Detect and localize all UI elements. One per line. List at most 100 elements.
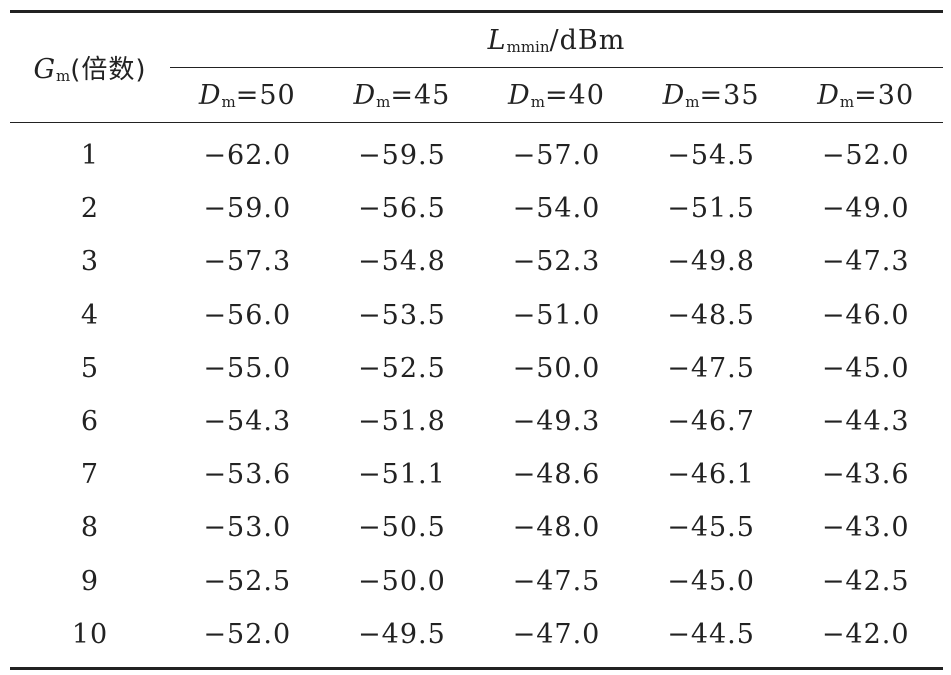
- dm-subscript: m: [221, 92, 236, 111]
- value-cell: −46.1: [667, 459, 755, 491]
- value-cell: −43.6: [821, 459, 910, 491]
- table-row: 9 −52.5 −50.0 −47.5 −45.0 −42.5: [10, 555, 943, 608]
- dm-symbol: D: [353, 79, 377, 111]
- value-cell: −42.5: [821, 565, 910, 597]
- table-row: 5 −55.0 −52.5 −50.0 −47.5 −45.0: [10, 342, 943, 395]
- lmmin-subscript: mmin: [506, 37, 550, 56]
- value-cell: −51.5: [667, 193, 755, 225]
- value-cell: −54.0: [512, 193, 601, 225]
- dm-symbol: D: [198, 79, 222, 111]
- gm-cell: 9: [80, 565, 100, 597]
- value-cell: −47.5: [667, 352, 755, 384]
- value-cell: −55.0: [203, 352, 292, 384]
- value-cell: −51.0: [512, 299, 601, 331]
- gm-cell: 5: [80, 352, 100, 384]
- value-cell: −47.3: [821, 246, 910, 278]
- gm-subscript: m: [56, 67, 71, 85]
- value-cell: −56.0: [203, 299, 292, 331]
- value-cell: −50.0: [512, 352, 601, 384]
- table-row: 6 −54.3 −51.8 −49.3 −46.7 −44.3: [10, 395, 943, 448]
- value-cell: −45.0: [821, 352, 910, 384]
- value-cell: −43.0: [821, 512, 910, 544]
- value-cell: −54.3: [203, 406, 292, 438]
- dm-value: =35: [699, 79, 760, 111]
- value-cell: −52.5: [358, 352, 446, 384]
- value-cell: −44.3: [821, 406, 910, 438]
- value-cell: −53.6: [203, 459, 292, 491]
- gm-cell: 2: [80, 193, 100, 225]
- value-cell: −49.5: [324, 607, 480, 670]
- value-cell: −57.0: [512, 140, 601, 172]
- dm-value: =30: [854, 79, 915, 111]
- value-cell: −49.8: [667, 246, 755, 278]
- gm-cell: 7: [80, 459, 100, 491]
- dm-symbol: D: [508, 79, 531, 111]
- lmmin-symbol: L: [487, 24, 507, 56]
- gm-cell: 4: [80, 299, 100, 331]
- value-cell: −46.7: [667, 406, 755, 438]
- table-row: 7 −53.6 −51.1 −48.6 −46.1 −43.6: [10, 448, 943, 501]
- value-cell: −48.5: [667, 299, 755, 331]
- table-row: 2 −59.0 −56.5 −54.0 −51.5 −49.0: [10, 182, 943, 235]
- value-cell: −47.0: [479, 607, 634, 670]
- value-cell: −48.6: [512, 459, 601, 491]
- value-cell: −54.8: [358, 246, 446, 278]
- gm-cell: 1: [80, 140, 100, 172]
- value-cell: −59.5: [358, 140, 446, 172]
- value-cell: −53.5: [358, 299, 446, 331]
- value-cell: −48.0: [512, 512, 601, 544]
- column-header-dm45: Dm=45: [324, 67, 480, 123]
- gm-cell: 6: [80, 406, 100, 438]
- dm-subscript: m: [685, 92, 700, 111]
- value-cell: −45.0: [667, 565, 755, 597]
- gm-note: (倍数): [70, 55, 147, 85]
- value-cell: −52.5: [203, 565, 292, 597]
- dm-symbol: D: [817, 79, 840, 111]
- table-row: 1 −62.0 −59.5 −57.0 −54.5 −52.0: [10, 123, 943, 183]
- value-cell: −51.1: [358, 459, 446, 491]
- table-row: 10 −52.0 −49.5 −47.0 −44.5 −42.0: [10, 607, 943, 670]
- sensitivity-table: Gm(倍数) Lmmin/dBm Dm=50 Dm=45 Dm=40 Dm=35…: [10, 10, 943, 670]
- value-cell: −44.5: [633, 607, 789, 670]
- gm-cell: 10: [10, 607, 170, 670]
- value-cell: −47.5: [512, 565, 601, 597]
- gm-cell: 8: [80, 512, 100, 544]
- column-header-dm35: Dm=35: [633, 67, 789, 123]
- dm-subscript: m: [376, 92, 391, 111]
- table-row: 3 −57.3 −54.8 −52.3 −49.8 −47.3: [10, 235, 943, 288]
- column-header-dm50: Dm=50: [170, 67, 325, 123]
- dm-value: =50: [235, 79, 296, 111]
- dm-subscript: m: [530, 92, 545, 111]
- value-cell: −49.0: [821, 193, 910, 225]
- dm-value: =40: [544, 79, 605, 111]
- value-cell: −49.3: [512, 406, 601, 438]
- value-cell: −57.3: [203, 246, 292, 278]
- gm-cell: 3: [80, 246, 100, 278]
- column-header-dm40: Dm=40: [479, 67, 634, 123]
- value-cell: −52.3: [512, 246, 601, 278]
- value-cell: −52.0: [170, 607, 325, 670]
- value-cell: −46.0: [821, 299, 910, 331]
- table-row: 8 −53.0 −50.5 −48.0 −45.5 −43.0: [10, 501, 943, 554]
- table-row: 4 −56.0 −53.5 −51.0 −48.5 −46.0: [10, 289, 943, 342]
- dm-value: =45: [390, 79, 451, 111]
- row-header-gm: Gm(倍数): [10, 10, 170, 123]
- value-cell: −42.0: [788, 607, 943, 670]
- dm-subscript: m: [839, 92, 855, 111]
- lmmin-unit: /dBm: [549, 24, 626, 56]
- value-cell: −59.0: [203, 193, 292, 225]
- value-cell: −50.5: [358, 512, 446, 544]
- column-header-dm30: Dm=30: [788, 67, 943, 123]
- value-cell: −50.0: [358, 565, 446, 597]
- group-header-lmmin: Lmmin/dBm: [170, 10, 943, 68]
- value-cell: −62.0: [203, 140, 292, 172]
- value-cell: −53.0: [203, 512, 292, 544]
- value-cell: −45.5: [667, 512, 755, 544]
- dm-symbol: D: [662, 79, 686, 111]
- gm-symbol: G: [33, 54, 57, 85]
- value-cell: −56.5: [358, 193, 446, 225]
- value-cell: −51.8: [358, 406, 446, 438]
- value-cell: −54.5: [667, 140, 755, 172]
- value-cell: −52.0: [821, 140, 910, 172]
